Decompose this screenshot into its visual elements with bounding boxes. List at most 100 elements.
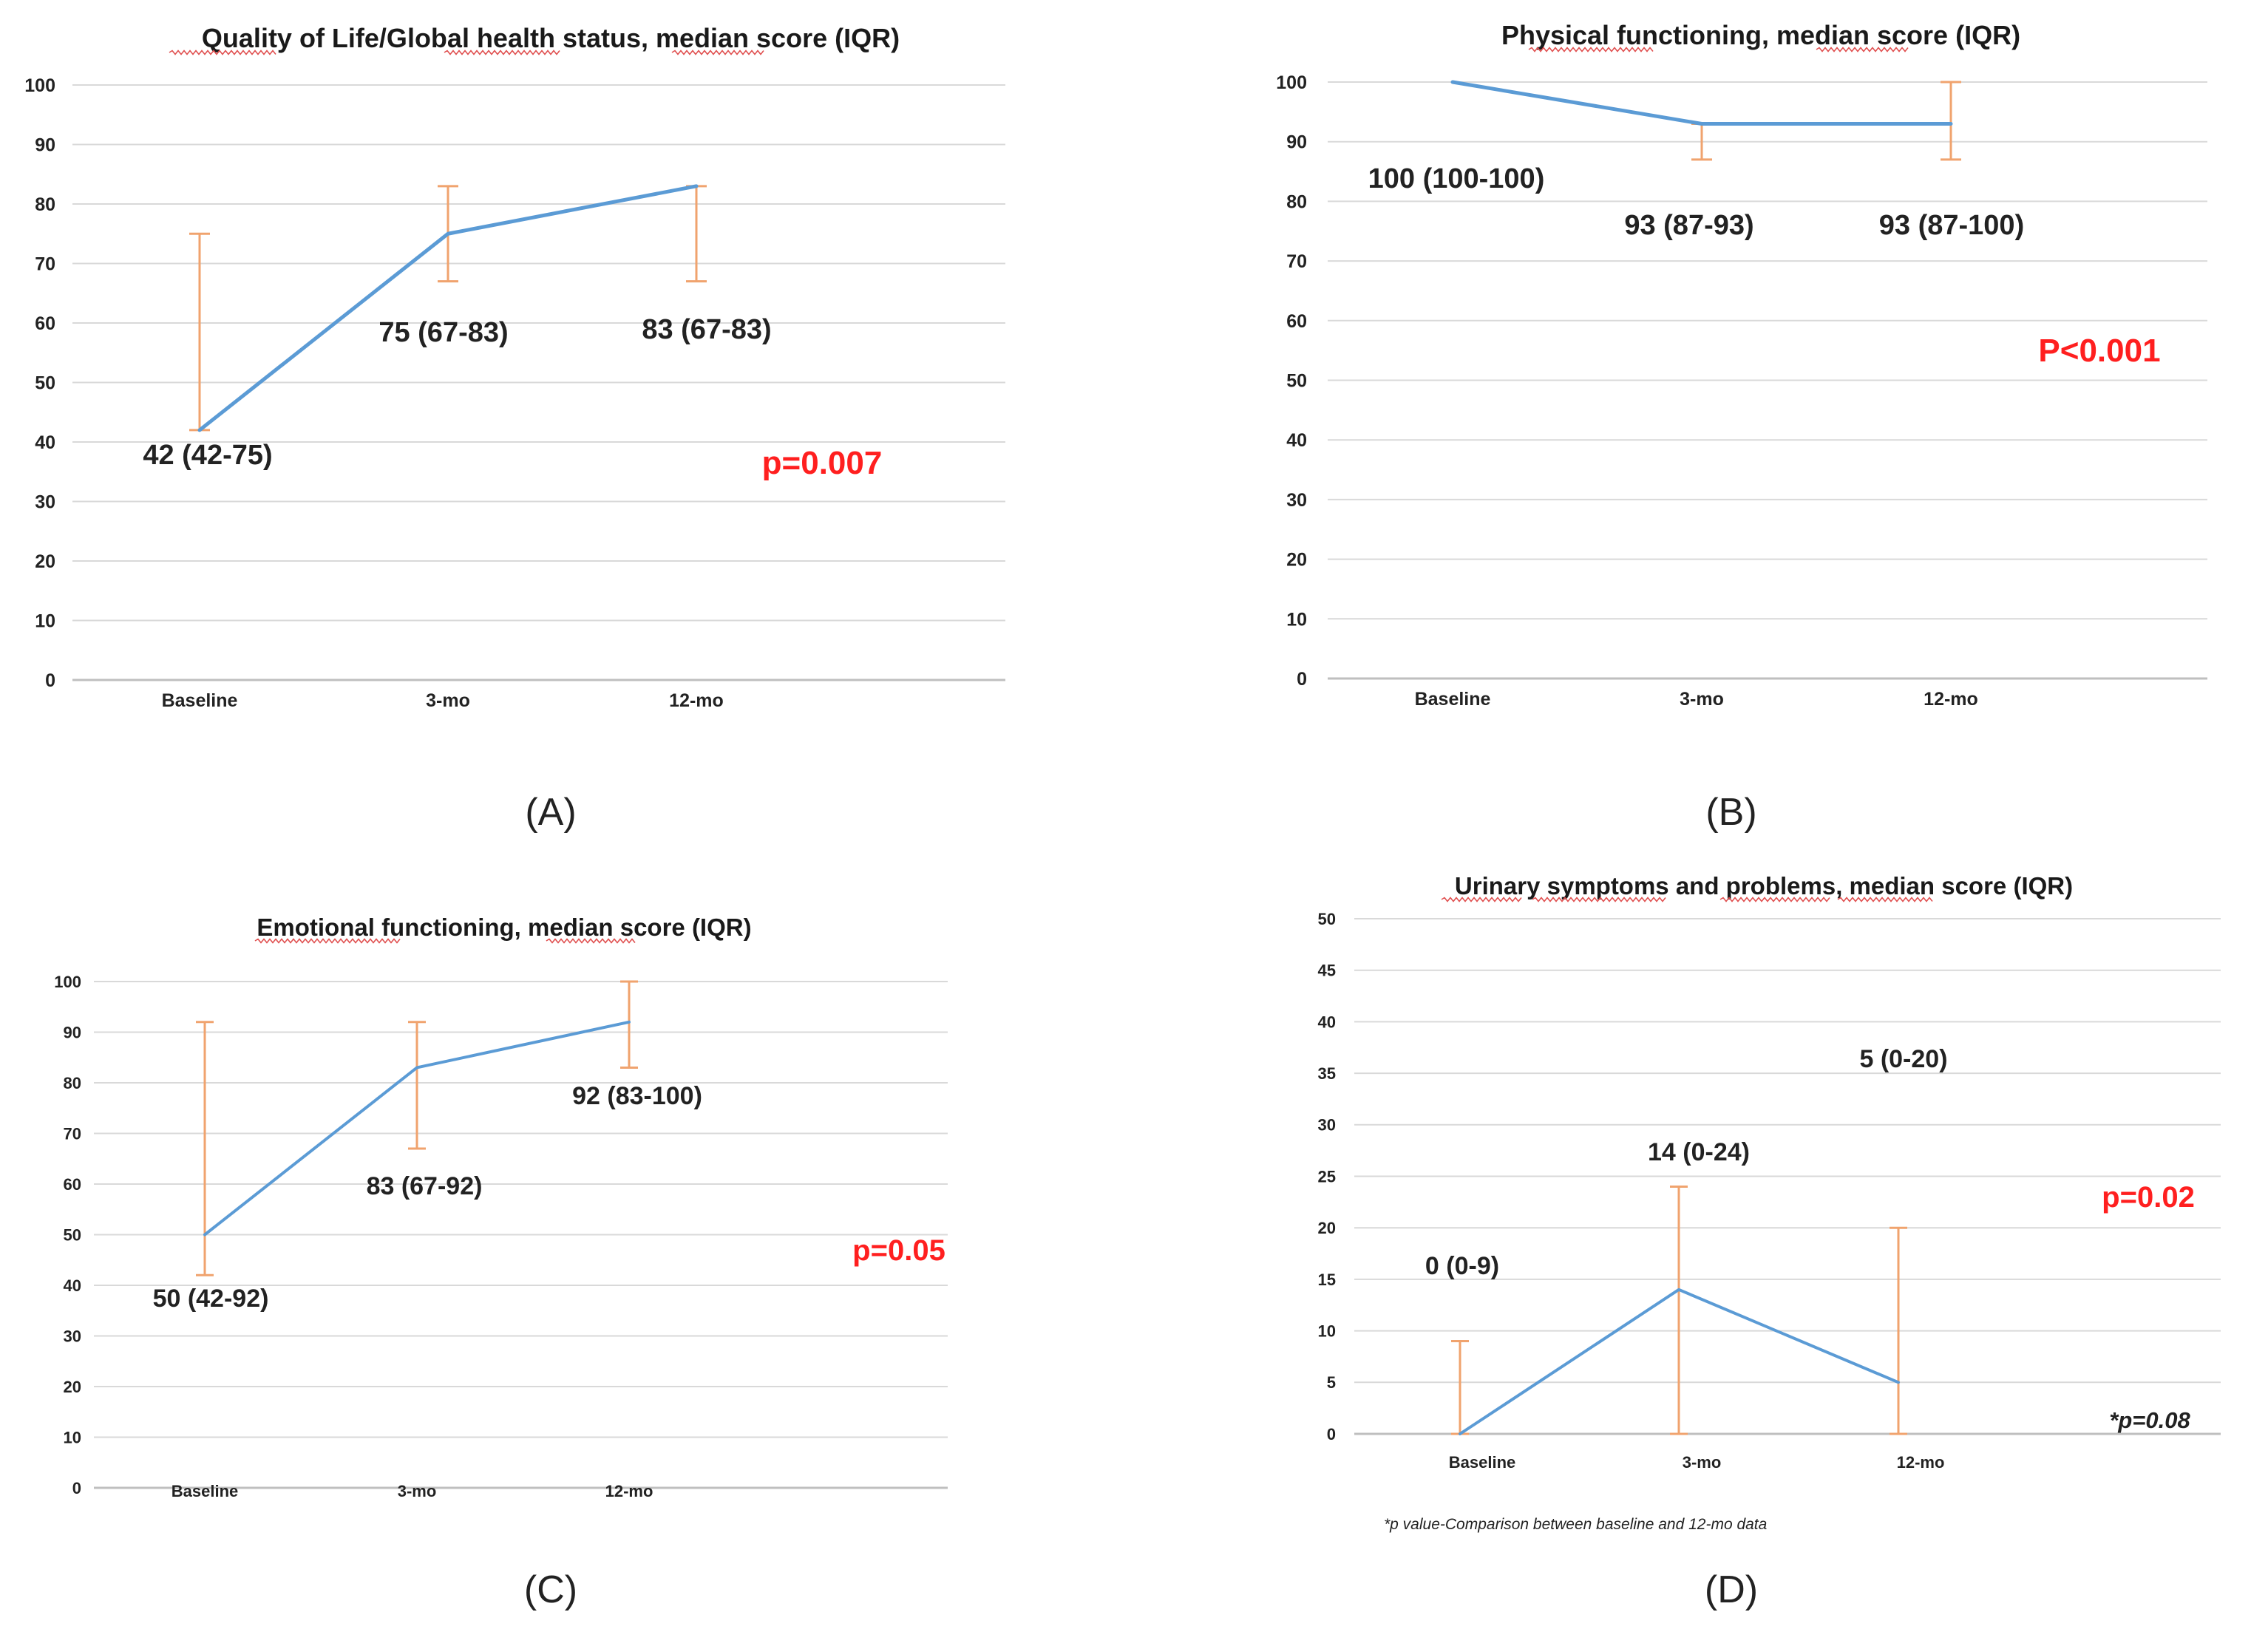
- panel-a-spellcheck-underlines: [169, 50, 764, 55]
- panel-a-y-tick-0: 0: [45, 670, 55, 691]
- panel-b-y-tick-30: 30: [1286, 490, 1307, 511]
- panel-c-p-value: p=0.05: [852, 1234, 945, 1267]
- panel-d-median-line: [1459, 1288, 1900, 1435]
- panel-c-series-line: [203, 1020, 631, 1237]
- panel-c-spellcheck-underlines: [254, 938, 636, 944]
- panel-d-y-tick-25: 25: [1318, 1167, 1336, 1186]
- panel-b-label: (B): [1705, 791, 1756, 834]
- panel-a-y-tick-50: 50: [35, 373, 55, 394]
- panel-b-data-label-3mo: 93 (87-93): [1624, 210, 1753, 241]
- panel-b-y-tick-40: 40: [1286, 430, 1307, 451]
- panel-d-y-ticks: 0 5 10 15 20 25 30 35 40 45 50: [1318, 910, 1336, 1443]
- panel-d-label: (D): [1705, 1568, 1758, 1611]
- panel-b-y-tick-50: 50: [1286, 371, 1307, 392]
- panel-a-y-tick-20: 20: [35, 551, 55, 572]
- panel-a-error-bar-12mo: [686, 185, 707, 283]
- panel-d-footnote: *p value-Comparison between baseline and…: [1384, 1516, 1767, 1533]
- panel-d-error-bar-baseline: [1451, 1340, 1469, 1435]
- panel-b-y-tick-10: 10: [1286, 609, 1307, 630]
- panel-a-y-ticks: 0 10 20 30 40 50 60 70 80 90 100: [24, 75, 55, 691]
- panel-c-x-tick-3mo: 3-mo: [398, 1482, 437, 1500]
- panel-a-title: Quality of Life/Global health status, me…: [202, 23, 900, 53]
- panel-d-y-tick-50: 50: [1318, 910, 1336, 928]
- panel-b-x-tick-3mo: 3-mo: [1680, 689, 1724, 710]
- panel-c: 0 10 20 30 40 50 60 70 80 90 100 Emotional functio…: [54, 914, 948, 1611]
- panel-c-label: (C): [524, 1568, 577, 1611]
- panel-c-y-tick-20: 20: [64, 1378, 81, 1396]
- panel-a-series-line: [197, 184, 699, 432]
- panel-b-y-ticks: 0 10 20 30 40 50 60 70 80 90 100: [1276, 72, 1307, 690]
- panel-c-y-tick-50: 50: [64, 1225, 81, 1244]
- panel-d-y-tick-40: 40: [1318, 1013, 1336, 1031]
- panel-d-y-tick-35: 35: [1318, 1064, 1336, 1083]
- panel-b-spellcheck-underlines: [1528, 47, 1909, 52]
- panel-a-error-bars: [189, 185, 707, 432]
- panel-c-y-tick-100: 100: [54, 973, 81, 991]
- panel-d-y-tick-15: 15: [1318, 1271, 1336, 1289]
- panel-a-p-value: p=0.007: [762, 445, 883, 481]
- panel-c-x-tick-baseline: Baseline: [172, 1482, 239, 1500]
- panel-a-data-label-baseline: 42 (42-75): [143, 440, 272, 471]
- panel-d-series-line: [1459, 1288, 1900, 1435]
- panel-b-y-tick-20: 20: [1286, 550, 1307, 571]
- panel-c-title: Emotional functioning, median score (IQR…: [257, 914, 751, 941]
- panel-d-x-tick-12mo: 12-mo: [1897, 1453, 1945, 1472]
- panel-c-y-ticks: 0 10 20 30 40 50 60 70 80 90 100: [54, 973, 81, 1497]
- panel-c-gridlines: [94, 981, 948, 1489]
- panel-b-squiggle-1: [1816, 47, 1909, 52]
- panel-b-gridlines: [1328, 81, 2207, 680]
- panel-a-y-tick-60: 60: [35, 313, 55, 334]
- panel-d-y-tick-45: 45: [1318, 962, 1336, 980]
- panel-b-median-line: [1450, 80, 1953, 126]
- panel-c-error-bar-3mo: [408, 1021, 426, 1150]
- panel-a-squiggle-1: [444, 50, 560, 55]
- panel-d-squiggle-2: [1719, 897, 1830, 902]
- panel-b-p-value: P<0.001: [2038, 333, 2160, 369]
- panel-b-squiggle-0: [1528, 47, 1654, 52]
- panel-a-squiggle-2: [671, 50, 764, 55]
- panel-a-x-tick-baseline: Baseline: [162, 690, 238, 711]
- panel-c-data-label-3mo: 83 (67-92): [367, 1172, 483, 1200]
- panel-b-y-tick-60: 60: [1286, 311, 1307, 332]
- panel-a-squiggle-0: [169, 50, 276, 55]
- panel-c-y-tick-30: 30: [64, 1327, 81, 1345]
- panel-b-y-tick-0: 0: [1297, 669, 1307, 690]
- panel-a-y-tick-30: 30: [35, 492, 55, 513]
- panel-c-error-bar-baseline: [196, 1021, 214, 1276]
- panel-c-y-tick-10: 10: [64, 1428, 81, 1446]
- panel-a-y-tick-90: 90: [35, 135, 55, 156]
- panel-a-label: (A): [525, 791, 576, 834]
- panel-a-y-tick-80: 80: [35, 194, 55, 215]
- panel-b-x-tick-baseline: Baseline: [1415, 689, 1491, 710]
- panel-a-y-tick-70: 70: [35, 254, 55, 275]
- panel-a-x-tick-3mo: 3-mo: [426, 690, 470, 711]
- panel-b-error-bar-12mo: [1941, 81, 1961, 161]
- panel-a-data-label-3mo: 75 (67-83): [378, 317, 508, 348]
- panel-c-data-label-12mo: 92 (83-100): [572, 1082, 702, 1110]
- panel-a-y-tick-10: 10: [35, 611, 55, 632]
- panel-c-data-label-baseline: 50 (42-92): [153, 1285, 269, 1313]
- panel-d-y-tick-20: 20: [1318, 1219, 1336, 1237]
- panel-d-error-bar-12mo: [1890, 1226, 1907, 1435]
- panel-b-series-line: [1450, 80, 1953, 126]
- panel-b-y-tick-90: 90: [1286, 132, 1307, 153]
- panel-c-y-tick-40: 40: [64, 1276, 81, 1295]
- panel-b-data-label-12mo: 93 (87-100): [1879, 210, 2024, 241]
- panel-a-y-tick-100: 100: [24, 75, 55, 96]
- panel-c-y-tick-70: 70: [64, 1124, 81, 1143]
- panel-d-data-label-baseline: 0 (0-9): [1425, 1252, 1499, 1280]
- panel-a-gridlines: [72, 84, 1005, 681]
- panel-d-data-label-3mo: 14 (0-24): [1648, 1138, 1750, 1166]
- panel-c-y-tick-90: 90: [64, 1023, 81, 1041]
- panel-d-spellcheck-underlines: [1441, 897, 1933, 902]
- panel-c-median-line: [203, 1020, 631, 1237]
- panel-a-data-label-12mo: 83 (67-83): [642, 314, 771, 345]
- panel-d-p-value-footnoted: *p=0.08: [2109, 1407, 2190, 1433]
- panel-d-p-value: p=0.02: [2102, 1181, 2195, 1214]
- panel-a-y-tick-40: 40: [35, 432, 55, 453]
- panel-d-y-tick-5: 5: [1327, 1373, 1336, 1392]
- panel-d-y-tick-10: 10: [1318, 1322, 1336, 1341]
- panel-a-x-tick-12mo: 12-mo: [669, 690, 724, 711]
- panel-c-y-tick-60: 60: [64, 1175, 81, 1194]
